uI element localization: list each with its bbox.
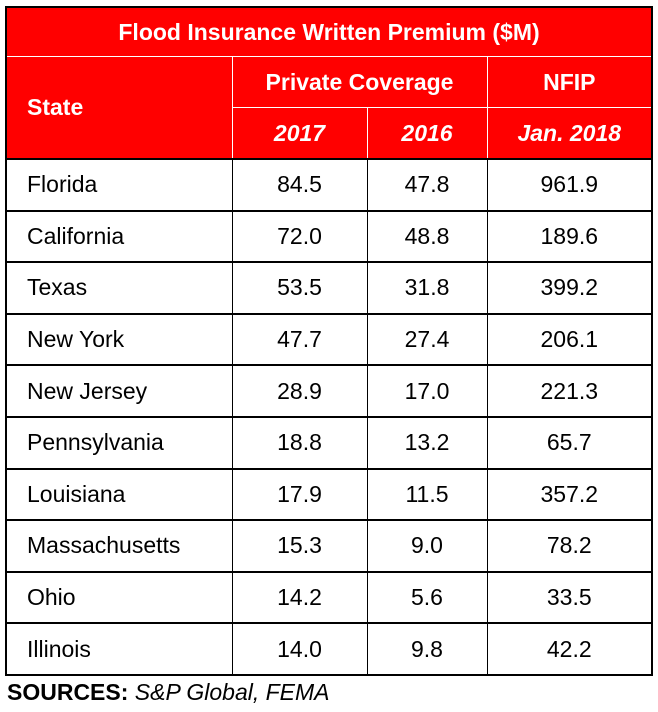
cell-nfip-jan-2018: 65.7 <box>486 415 654 470</box>
cell-private-2016: 27.4 <box>366 312 488 366</box>
premium-table: Flood Insurance Written Premium ($M) Sta… <box>4 6 654 676</box>
sources-label: SOURCES: <box>7 679 129 705</box>
table-row: Massachusetts 15.3 9.0 78.2 <box>5 519 654 573</box>
cell-private-2017: 14.0 <box>231 622 368 676</box>
cell-private-2016: 13.2 <box>366 415 488 470</box>
table-row: Ohio 14.2 5.6 33.5 <box>5 570 654 624</box>
cell-state: Ohio <box>5 570 233 624</box>
cell-private-2017: 14.2 <box>231 570 368 624</box>
cell-state: Florida <box>5 158 233 212</box>
header-jan-2018: Jan. 2018 <box>486 107 654 160</box>
table-row: California 72.0 48.8 189.6 <box>5 209 654 263</box>
table-row: Florida 84.5 47.8 961.9 <box>5 158 654 212</box>
cell-private-2017: 72.0 <box>231 209 368 263</box>
cell-state: New York <box>5 312 233 366</box>
cell-nfip-jan-2018: 33.5 <box>486 570 654 624</box>
cell-private-2017: 84.5 <box>231 158 368 212</box>
cell-private-2016: 17.0 <box>366 364 488 418</box>
cell-nfip-jan-2018: 189.6 <box>486 209 654 263</box>
cell-state: Texas <box>5 261 233 315</box>
cell-private-2016: 48.8 <box>366 209 488 263</box>
header-2017: 2017 <box>231 107 368 160</box>
cell-nfip-jan-2018: 221.3 <box>486 364 654 418</box>
table-row: Pennsylvania 18.8 13.2 65.7 <box>5 415 654 470</box>
cell-state: New Jersey <box>5 364 233 418</box>
cell-nfip-jan-2018: 961.9 <box>486 158 654 212</box>
header-private-coverage: Private Coverage <box>231 56 488 108</box>
cell-state: Massachusetts <box>5 519 233 573</box>
cell-nfip-jan-2018: 78.2 <box>486 519 654 573</box>
cell-nfip-jan-2018: 357.2 <box>486 467 654 521</box>
cell-state: California <box>5 209 233 263</box>
table-row: Illinois 14.0 9.8 42.2 <box>5 622 654 676</box>
cell-state: Illinois <box>5 622 233 676</box>
table-title: Flood Insurance Written Premium ($M) <box>4 6 654 57</box>
header-2016: 2016 <box>366 107 488 160</box>
cell-private-2016: 31.8 <box>366 261 488 315</box>
table-row: New Jersey 28.9 17.0 221.3 <box>5 364 654 418</box>
cell-state: Louisiana <box>5 467 233 521</box>
cell-private-2017: 15.3 <box>231 519 368 573</box>
cell-private-2017: 47.7 <box>231 312 368 366</box>
table-row: Texas 53.5 31.8 399.2 <box>5 261 654 315</box>
cell-private-2016: 9.0 <box>366 519 488 573</box>
sources-text: S&P Global, FEMA <box>134 679 330 705</box>
table-row: New York 47.7 27.4 206.1 <box>5 312 654 366</box>
table-row: Louisiana 17.9 11.5 357.2 <box>5 467 654 521</box>
cell-nfip-jan-2018: 399.2 <box>486 261 654 315</box>
cell-private-2016: 11.5 <box>366 467 488 521</box>
cell-private-2016: 47.8 <box>366 158 488 212</box>
sources-note: SOURCES: S&P Global, FEMA <box>7 679 330 706</box>
cell-private-2017: 53.5 <box>231 261 368 315</box>
cell-state: Pennsylvania <box>5 415 233 470</box>
cell-private-2017: 18.8 <box>231 415 368 470</box>
header-nfip: NFIP <box>486 56 654 108</box>
cell-private-2016: 9.8 <box>366 622 488 676</box>
header-state: State <box>5 56 233 160</box>
cell-private-2016: 5.6 <box>366 570 488 624</box>
cell-private-2017: 28.9 <box>231 364 368 418</box>
cell-nfip-jan-2018: 42.2 <box>486 622 654 676</box>
cell-private-2017: 17.9 <box>231 467 368 521</box>
cell-nfip-jan-2018: 206.1 <box>486 312 654 366</box>
